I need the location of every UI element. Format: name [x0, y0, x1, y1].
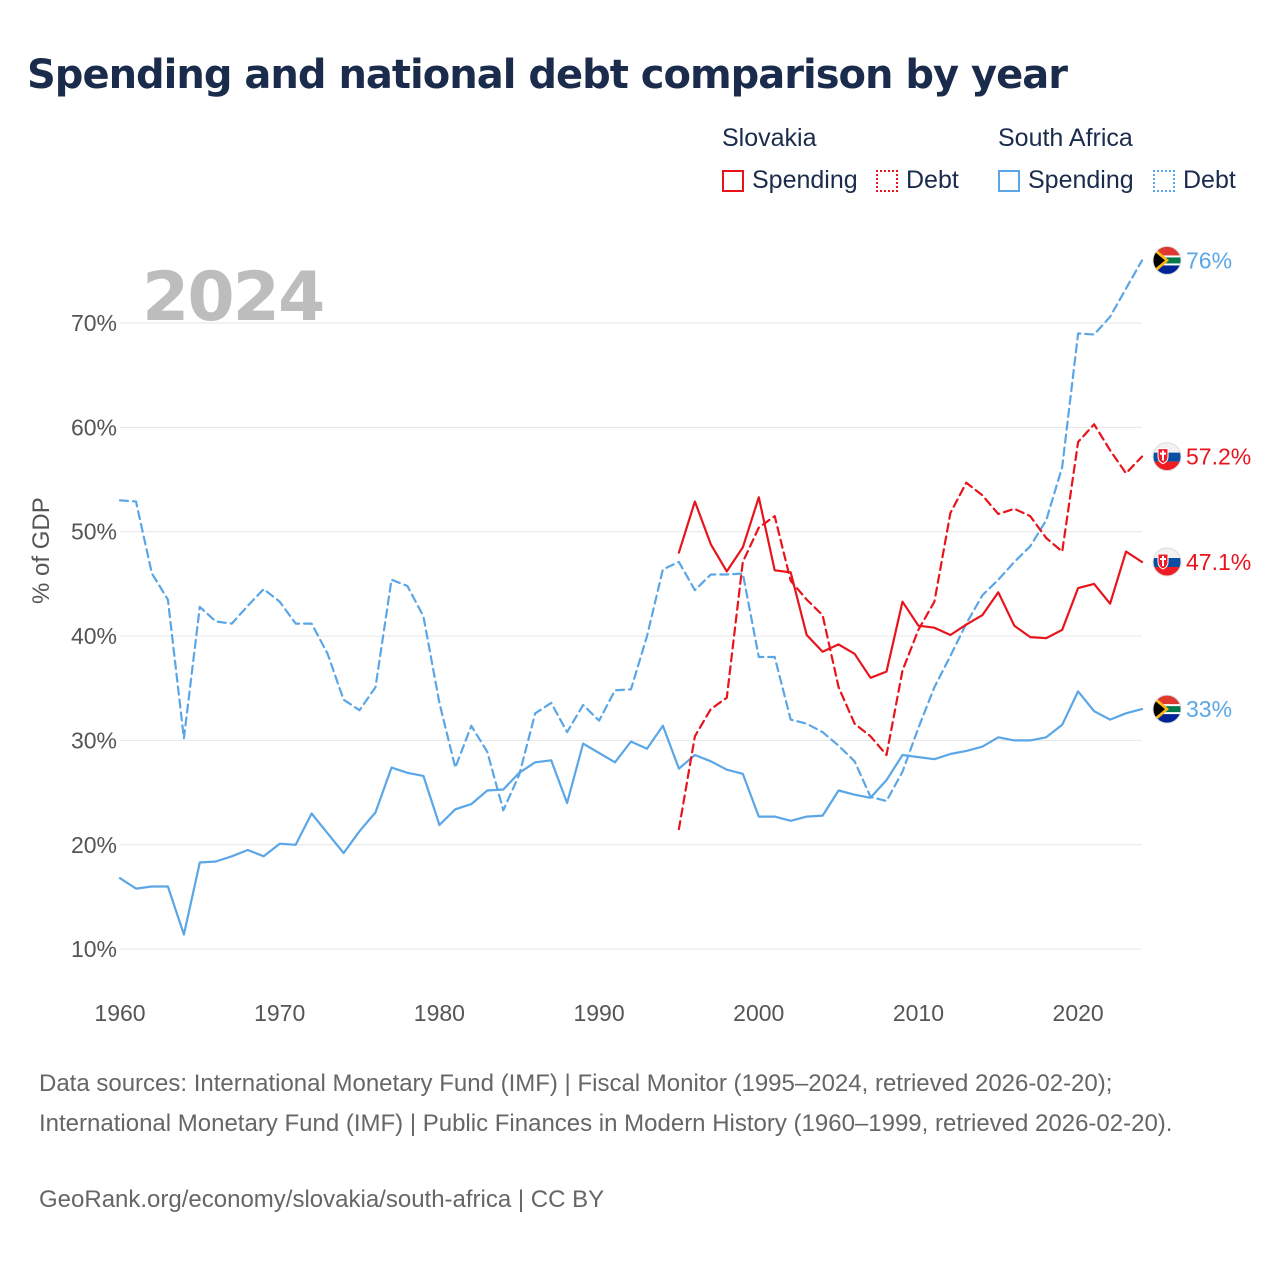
legend-group-slovakia: Slovakia	[722, 124, 817, 152]
y-tick-label: 60%	[71, 414, 117, 440]
legend-label: Spending	[1028, 166, 1134, 194]
legend-label: Spending	[752, 166, 858, 194]
x-tick-label: 1990	[573, 1000, 624, 1026]
line-chart: 10% 20% 30% 40% 50% 60% 70% 1960 1970 1980 1990 20…	[71, 245, 1251, 1026]
legend-group-south-africa: South Africa	[998, 124, 1133, 152]
end-marker: 76%	[1152, 245, 1232, 275]
legend-swatch-solid-icon	[722, 169, 744, 192]
legend-south-africa-debt[interactable]: Debt	[1153, 166, 1236, 195]
end-markers: 76% 33% 57.2% 47.1%	[1152, 245, 1251, 724]
x-tick-label: 1980	[414, 1000, 465, 1026]
legend-swatch-dotted-icon	[876, 169, 898, 192]
series-lines	[118, 259, 1144, 936]
x-tick-label: 1960	[94, 1000, 145, 1026]
end-marker: 47.1%	[1152, 547, 1251, 577]
end-marker: 57.2%	[1152, 442, 1251, 472]
series-line-slovakia-spending	[677, 496, 1144, 679]
y-tick-label: 50%	[71, 519, 117, 545]
south-africa-flag-icon	[1153, 695, 1181, 724]
chart-title: Spending and national debt comparison by…	[27, 52, 1068, 98]
year-badge: 2024	[142, 258, 325, 337]
legend-label: Debt	[906, 166, 959, 194]
legend-swatch-solid-icon	[998, 169, 1020, 192]
series-line-south-africa-spending	[118, 690, 1144, 936]
series-line-slovakia-debt	[677, 423, 1144, 831]
grid-lines	[120, 322, 1142, 950]
end-value-label: 76%	[1186, 247, 1232, 273]
y-tick-label: 70%	[71, 310, 117, 336]
end-value-label: 47.1%	[1186, 549, 1251, 575]
legend-slovakia-spending[interactable]: Spending	[722, 166, 858, 195]
x-tick-label: 2020	[1053, 1000, 1104, 1026]
south-africa-flag-icon	[1153, 246, 1181, 275]
x-tick-label: 1970	[254, 1000, 305, 1026]
credit-link[interactable]: GeoRank.org/economy/slovakia/south-afric…	[39, 1186, 605, 1213]
y-tick-label: 10%	[71, 936, 117, 962]
y-tick-label: 40%	[71, 623, 117, 649]
x-tick-label: 2000	[733, 1000, 784, 1026]
x-tick-labels: 1960 1970 1980 1990 2000 2010 2020	[94, 1000, 1103, 1026]
end-value-label: 57.2%	[1186, 444, 1251, 470]
slovakia-flag-icon	[1153, 548, 1181, 576]
data-sources: Data sources: International Monetary Fun…	[39, 1070, 1173, 1137]
legend-swatch-dotted-icon	[1153, 169, 1175, 192]
legend-slovakia-debt[interactable]: Debt	[876, 166, 959, 195]
end-marker: 33%	[1152, 694, 1232, 724]
y-tick-label: 20%	[71, 832, 117, 858]
y-tick-labels: 10% 20% 30% 40% 50% 60% 70%	[71, 310, 117, 962]
x-tick-label: 2010	[893, 1000, 944, 1026]
y-tick-label: 30%	[71, 727, 117, 753]
legend-label: Debt	[1183, 166, 1236, 194]
end-value-label: 33%	[1186, 696, 1232, 722]
legend-south-africa-spending[interactable]: Spending	[998, 166, 1134, 195]
series-line-south-africa-debt	[118, 259, 1144, 812]
slovakia-flag-icon	[1153, 442, 1181, 471]
